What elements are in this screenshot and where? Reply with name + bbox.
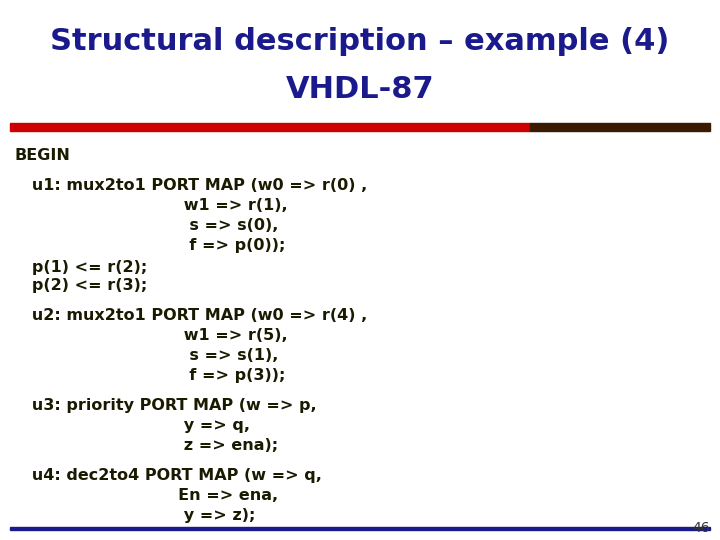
Text: p(1) <= r(2);: p(1) <= r(2); [15,260,148,275]
Text: s => s(1),: s => s(1), [15,348,279,363]
Text: p(2) <= r(3);: p(2) <= r(3); [15,278,148,293]
Text: u2: mux2to1 PORT MAP (w0 => r(4) ,: u2: mux2to1 PORT MAP (w0 => r(4) , [15,308,367,323]
Text: w1 => r(1),: w1 => r(1), [15,198,287,213]
Text: u3: priority PORT MAP (w => p,: u3: priority PORT MAP (w => p, [15,398,317,413]
Text: 46: 46 [693,521,710,535]
Text: VHDL-87: VHDL-87 [286,76,434,105]
Text: z => ena);: z => ena); [15,438,278,453]
Text: w1 => r(5),: w1 => r(5), [15,328,287,343]
Bar [10,527,710,530]
Text: Structural description – example (4): Structural description – example (4) [50,28,670,57]
Bar [10,123,530,131]
Text: u1: mux2to1 PORT MAP (w0 => r(0) ,: u1: mux2to1 PORT MAP (w0 => r(0) , [15,178,367,193]
Text: u4: dec2to4 PORT MAP (w => q,: u4: dec2to4 PORT MAP (w => q, [15,468,322,483]
Text: y => z);: y => z); [15,508,256,523]
Text: BEGIN: BEGIN [15,148,71,163]
Bar [530,123,710,131]
Text: En => ena,: En => ena, [15,488,278,503]
Text: f => p(3));: f => p(3)); [15,368,285,383]
Text: f => p(0));: f => p(0)); [15,238,285,253]
Text: y => q,: y => q, [15,418,250,433]
Text: s => s(0),: s => s(0), [15,218,279,233]
